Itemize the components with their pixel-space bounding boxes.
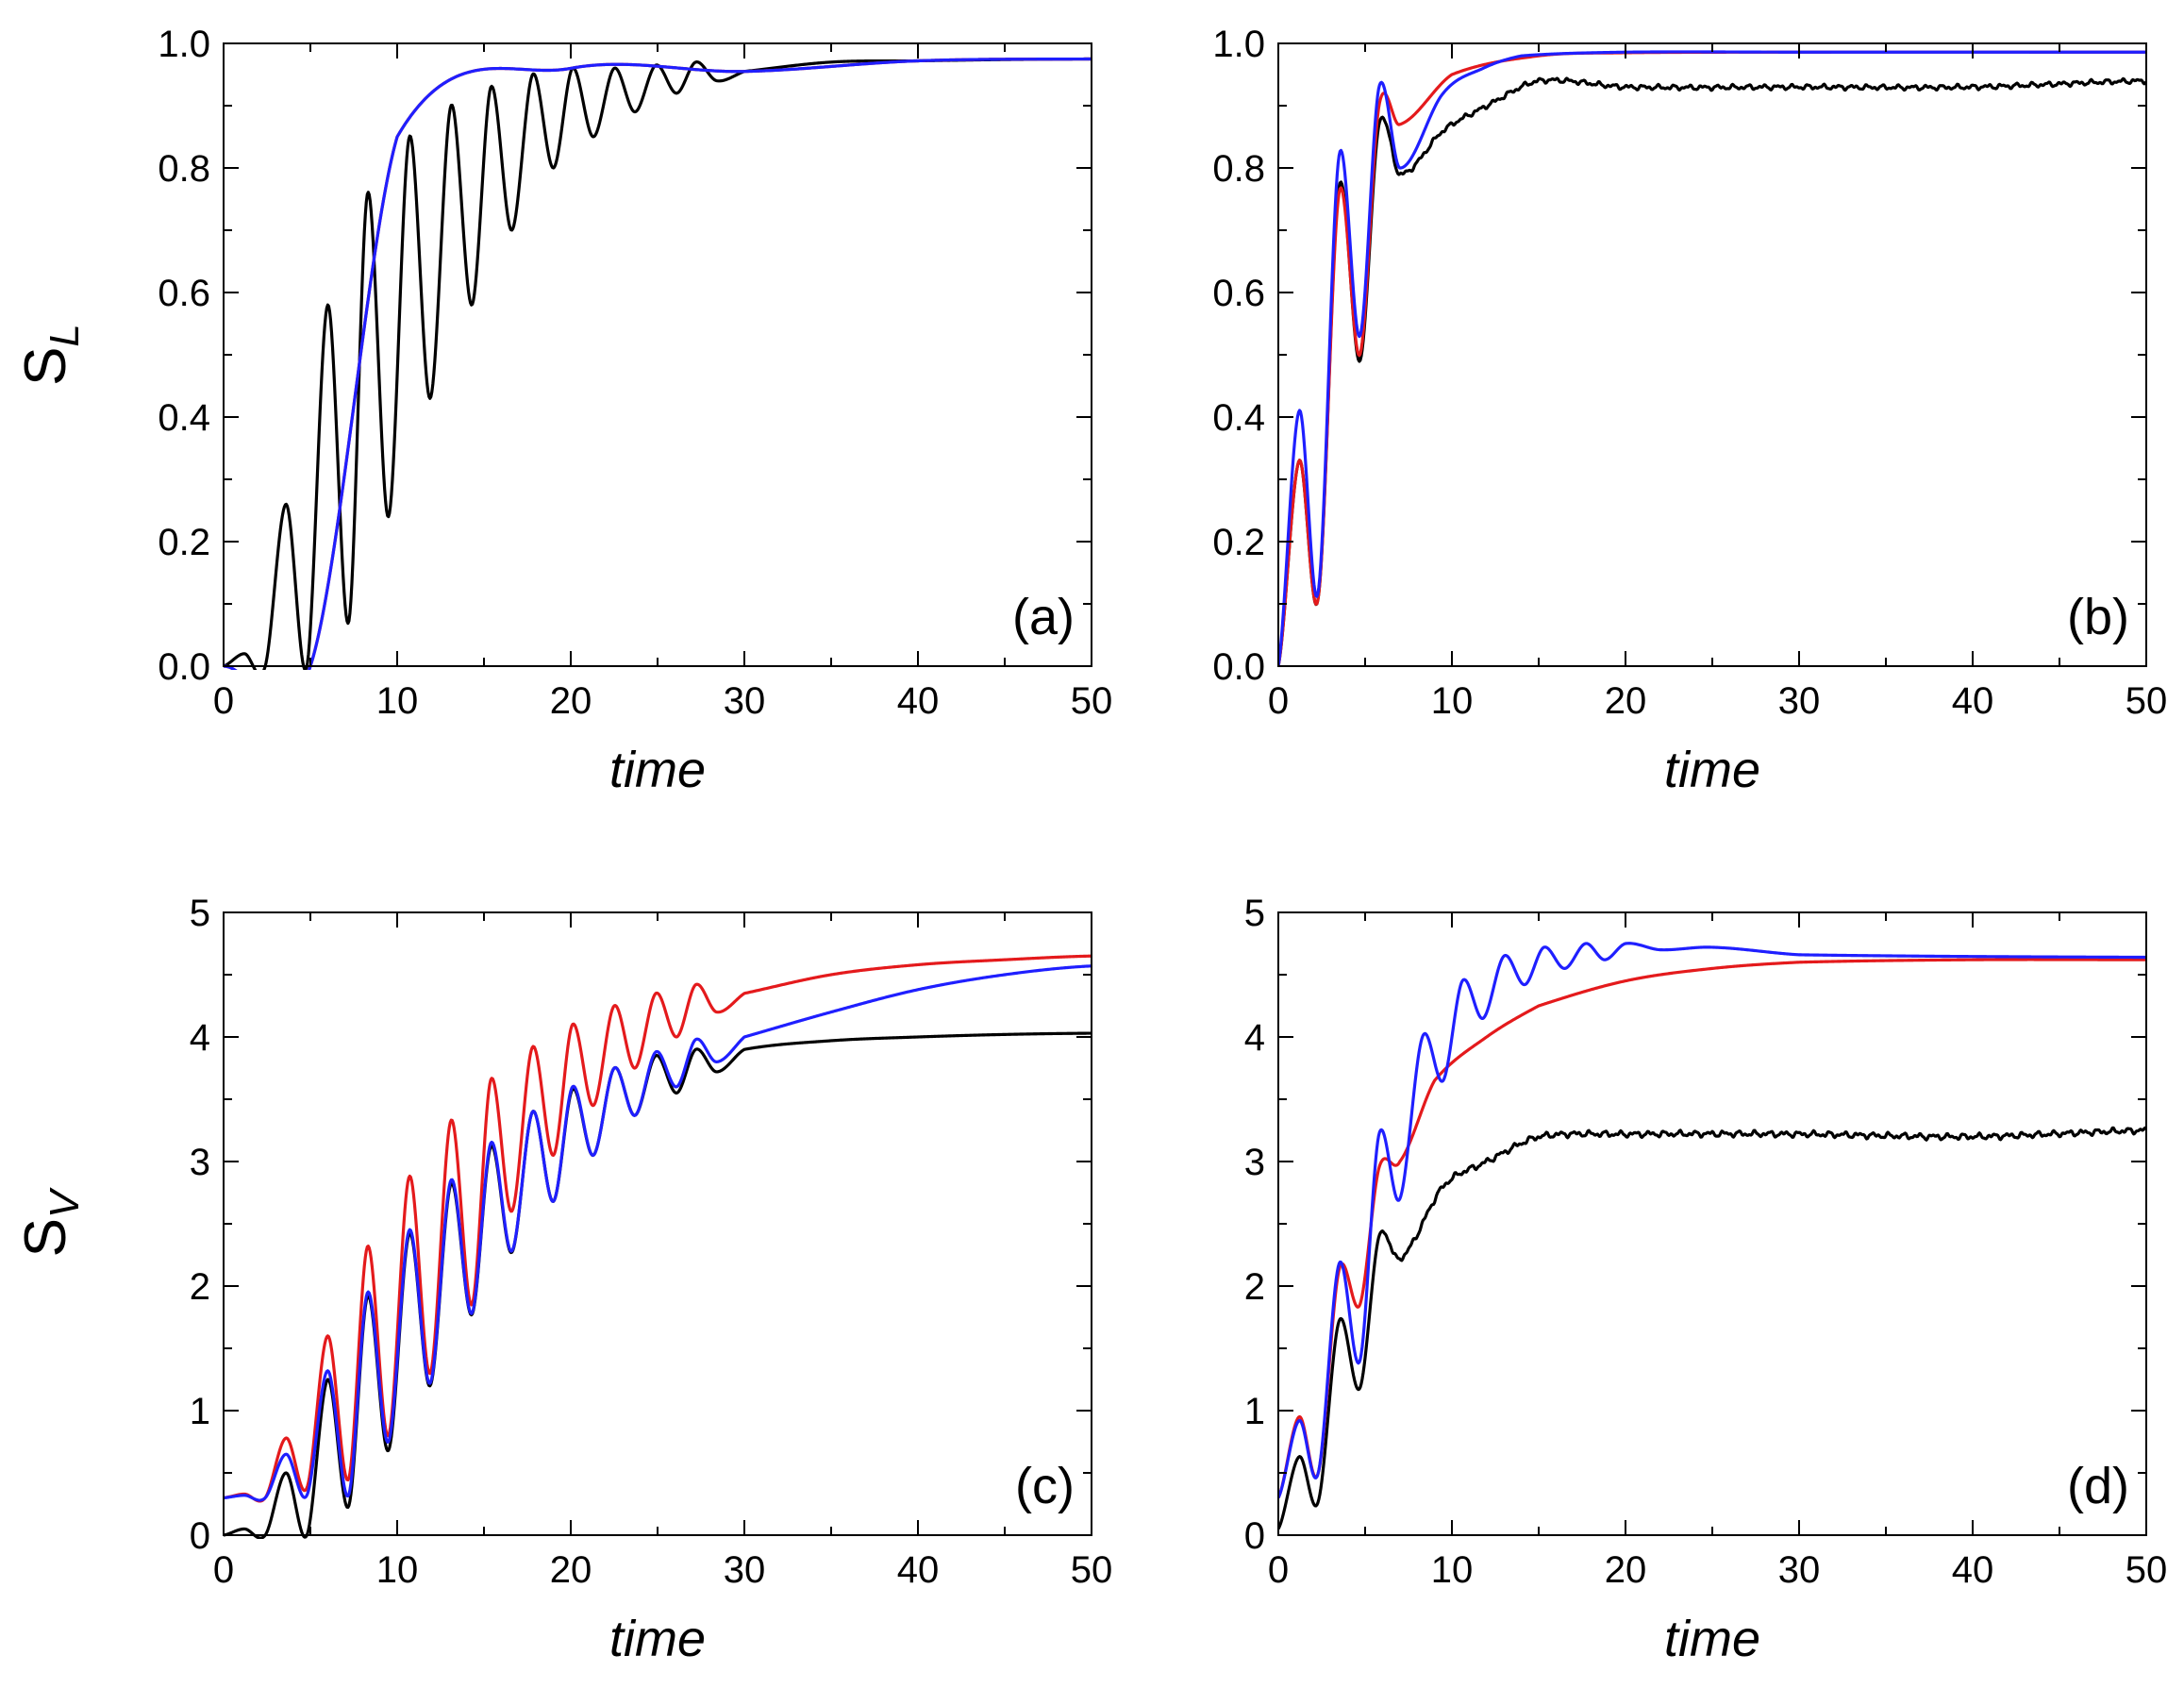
x-tick-label: 20: [1605, 1549, 1647, 1591]
x-axis-title: time: [609, 1611, 706, 1667]
y-tick-label: 1: [1244, 1391, 1265, 1432]
series-line-black: [224, 1031, 1092, 1539]
chart-panel-d: 0 10 20 30 40 50 0 1 2 3 4 5 time (d): [1244, 893, 2168, 1667]
x-tick-label: 20: [1605, 680, 1647, 722]
y-tick-label: 5: [190, 893, 210, 934]
x-tick-label: 40: [1952, 680, 1994, 722]
series-line-blue: [224, 964, 1092, 1502]
y-tick-label: 1.0: [1212, 24, 1265, 65]
y-tick-label: 0.4: [1212, 397, 1265, 439]
x-tick-label: 30: [724, 680, 766, 722]
y-tick-label: 5: [1244, 893, 1265, 934]
x-tick-label: 10: [1431, 680, 1474, 722]
y-tick-label: 3: [1244, 1142, 1265, 1183]
x-tick-label: 20: [550, 1549, 592, 1591]
x-axis-title: time: [1664, 1611, 1760, 1667]
series-group: [224, 954, 1092, 1539]
series-line-red: [224, 57, 1092, 670]
series-line-blue: [1278, 50, 2146, 667]
y-tick-label: 0: [1244, 1515, 1265, 1557]
x-tick-label: 20: [550, 680, 592, 722]
x-tick-label: 10: [376, 1549, 419, 1591]
y-tick-label: 0.2: [1212, 522, 1265, 563]
series-line-red: [1278, 50, 2146, 667]
x-tick-label: 10: [376, 680, 419, 722]
y-tick-label: 0.4: [158, 397, 210, 439]
x-tick-label: 30: [1778, 680, 1821, 722]
y-tick-label: 3: [190, 1142, 210, 1183]
y-axis-title-main: S: [13, 1218, 78, 1257]
series-line-red: [1278, 958, 2146, 1499]
series-group: [1278, 942, 2146, 1530]
x-tick-label: 40: [897, 1549, 940, 1591]
y-tick-label: 0.6: [158, 273, 210, 314]
panel-label: (c): [1015, 1458, 1075, 1514]
x-tick-label: 50: [1071, 680, 1113, 722]
x-tick-label: 50: [2126, 680, 2168, 722]
x-tick-label: 30: [724, 1549, 766, 1591]
y-axis-title-subscript: L: [42, 324, 88, 346]
y-tick-label: 0.0: [1212, 646, 1265, 688]
x-tick-label: 0: [1268, 1549, 1289, 1591]
x-tick-label: 10: [1431, 1549, 1474, 1591]
panel-label: (d): [2067, 1458, 2129, 1514]
series-group: [1278, 50, 2146, 667]
x-tick-label: 0: [1268, 680, 1289, 722]
x-tick-label: 0: [213, 680, 234, 722]
x-tick-label: 50: [2126, 1549, 2168, 1591]
y-axis-title-subscript: V: [42, 1187, 88, 1218]
plot-frame: [1277, 42, 2147, 667]
y-tick-label: 1.0: [158, 24, 210, 65]
y-tick-label: 0.2: [158, 522, 210, 563]
series-line-blue: [224, 57, 1092, 670]
chart-panel-b: 0 10 20 30 40 50 0.0 0.2 0.4 0.6 0.8 1.0 time (b): [1212, 24, 2167, 798]
chart-panel-c: 0 10 20 30 40 50 0 1 2 3 4 5 time SV (c): [13, 893, 1112, 1667]
series-line-black: [1278, 1126, 2146, 1530]
series-line-blue: [1278, 942, 2146, 1499]
plot-frame: [1277, 911, 2147, 1536]
x-axis-title: time: [609, 742, 706, 798]
y-tick-label: 0: [190, 1515, 210, 1557]
y-axis-title: SL: [13, 324, 88, 386]
x-tick-label: 30: [1778, 1549, 1821, 1591]
panel-label: (b): [2067, 589, 2129, 645]
x-tick-label: 40: [897, 680, 940, 722]
series-line-black: [1278, 76, 2146, 667]
panel-label: (a): [1012, 589, 1075, 645]
y-axis-title-main: S: [13, 347, 78, 386]
y-tick-label: 1: [190, 1391, 210, 1432]
y-tick-label: 2: [190, 1266, 210, 1308]
y-tick-label: 0.6: [1212, 273, 1265, 314]
x-axis-title: time: [1664, 742, 1760, 798]
y-tick-label: 4: [190, 1017, 210, 1059]
y-tick-label: 4: [1244, 1017, 1265, 1059]
y-tick-label: 0.8: [1212, 148, 1265, 190]
y-axis-title: SV: [13, 1187, 88, 1257]
y-tick-label: 0.0: [158, 646, 210, 688]
x-tick-label: 40: [1952, 1549, 1994, 1591]
y-tick-label: 0.8: [158, 148, 210, 190]
y-tick-label: 2: [1244, 1266, 1265, 1308]
chart-panel-a: 0 10 20 30 40 50 0.0 0.2 0.4 0.6 0.8 1.0 time SL (a): [13, 24, 1112, 798]
x-tick-label: 0: [213, 1549, 234, 1591]
x-tick-label: 50: [1071, 1549, 1113, 1591]
series-line-red: [224, 954, 1092, 1503]
series-line-black: [224, 57, 1092, 670]
series-group: [224, 57, 1092, 670]
